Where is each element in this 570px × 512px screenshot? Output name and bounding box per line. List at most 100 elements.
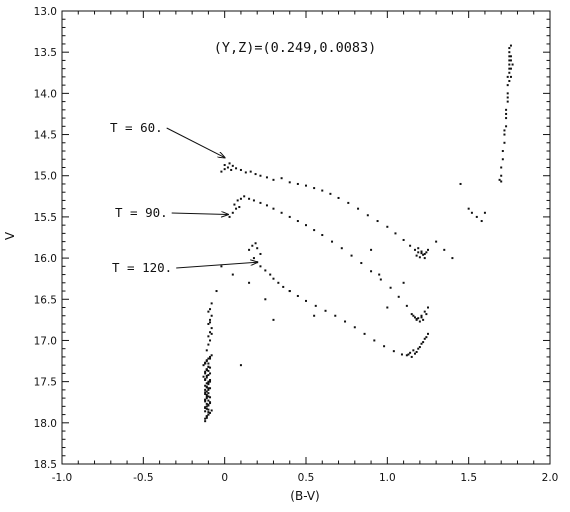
data-point — [207, 387, 210, 390]
data-point — [420, 316, 423, 319]
data-point — [215, 290, 218, 293]
data-point — [379, 278, 382, 281]
data-point — [334, 314, 337, 317]
data-point — [202, 364, 205, 367]
data-point — [204, 410, 207, 413]
data-point — [350, 254, 353, 257]
data-point — [324, 309, 327, 312]
data-point — [422, 318, 425, 321]
data-point — [210, 409, 213, 412]
data-point — [209, 372, 212, 375]
data-point — [248, 281, 251, 284]
data-point — [204, 388, 207, 391]
data-point — [402, 238, 405, 241]
data-point — [209, 331, 212, 334]
data-point — [505, 112, 508, 115]
data-point — [423, 310, 426, 313]
data-point — [202, 375, 205, 378]
data-point — [427, 248, 429, 251]
data-point — [422, 341, 425, 344]
data-point — [207, 399, 210, 402]
data-point — [425, 313, 428, 316]
data-point — [366, 214, 369, 217]
data-point — [288, 215, 291, 218]
data-point — [506, 75, 509, 78]
data-point — [204, 420, 207, 423]
data-point — [204, 417, 207, 420]
data-point — [506, 92, 509, 95]
data-point — [209, 308, 212, 311]
annotation-label: T = 120. — [112, 260, 172, 275]
data-point — [459, 182, 462, 185]
y-axis-title: V — [3, 231, 17, 240]
data-point — [435, 240, 438, 243]
data-point — [204, 378, 207, 381]
series-4 — [215, 182, 486, 367]
data-point — [209, 378, 212, 381]
data-point — [239, 364, 242, 367]
data-point — [506, 96, 509, 99]
data-point — [386, 225, 389, 228]
y-tick-label: 17.5 — [34, 377, 57, 389]
data-point — [209, 387, 212, 390]
data-point — [500, 166, 503, 169]
data-point — [501, 150, 504, 153]
data-point — [425, 336, 428, 339]
data-point — [451, 257, 454, 260]
data-point — [235, 207, 238, 210]
data-point — [423, 337, 426, 340]
data-point — [231, 273, 234, 276]
data-point — [508, 63, 511, 66]
data-point — [467, 207, 470, 210]
data-point — [415, 350, 418, 353]
data-point — [205, 382, 208, 385]
data-point — [205, 349, 208, 352]
x-tick-label: 1.0 — [379, 472, 396, 484]
data-point — [386, 306, 389, 309]
data-point — [427, 306, 429, 309]
annotation-label: T = 90. — [115, 205, 168, 220]
data-point — [296, 220, 299, 223]
data-point — [410, 313, 413, 316]
data-point — [415, 318, 418, 321]
data-point — [239, 197, 242, 200]
y-tick-label: 15.5 — [34, 212, 57, 224]
data-point — [233, 203, 236, 206]
data-point — [418, 346, 421, 349]
data-point — [205, 386, 208, 389]
data-point — [370, 270, 373, 273]
data-point — [321, 189, 324, 192]
data-point — [503, 129, 506, 132]
data-point — [376, 220, 379, 223]
data-point — [205, 395, 208, 398]
data-point — [207, 404, 210, 407]
y-tick-label: 16.0 — [34, 253, 57, 265]
data-point — [405, 304, 408, 307]
data-point — [397, 295, 400, 298]
data-point — [209, 355, 212, 358]
data-point — [505, 125, 508, 128]
data-point — [427, 332, 429, 335]
data-point — [205, 376, 208, 379]
y-tick-label: 13.5 — [34, 47, 57, 59]
data-point — [331, 240, 334, 243]
x-tick-label: 0.5 — [298, 472, 315, 484]
data-point — [205, 407, 208, 410]
data-point — [272, 277, 275, 280]
data-point — [412, 349, 415, 352]
data-point — [239, 168, 242, 171]
data-point — [205, 368, 208, 371]
data-point — [264, 298, 267, 301]
data-point — [418, 256, 421, 259]
data-point — [209, 402, 212, 405]
data-point — [248, 197, 251, 200]
data-point — [249, 170, 252, 173]
y-tick-label: 14.5 — [34, 130, 57, 142]
data-point — [313, 314, 316, 317]
data-point — [394, 232, 397, 235]
data-point — [210, 314, 213, 317]
data-point — [383, 345, 386, 348]
data-point — [508, 71, 511, 74]
data-point — [204, 400, 207, 403]
